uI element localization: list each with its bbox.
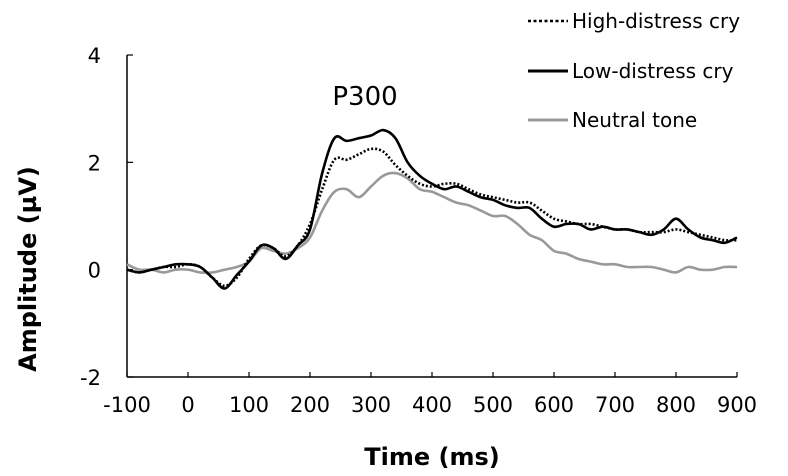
x-tick-label: 700: [595, 393, 635, 417]
series-line-high-distress-cry: [126, 147, 738, 288]
legend-label-high-distress: High-distress cry: [572, 9, 740, 33]
legend-item-low-distress: Low-distress cry: [528, 59, 734, 83]
x-tick-label: 400: [412, 393, 452, 417]
x-tick-label: 200: [290, 393, 330, 417]
y-tick-label: 0: [88, 259, 101, 283]
axes: [126, 55, 737, 378]
legend-item-neutral-tone: Neutral tone: [528, 108, 697, 132]
legend-label-low-distress: Low-distress cry: [572, 59, 734, 83]
legend-item-high-distress: High-distress cry: [528, 9, 740, 33]
x-tick-label: 0: [181, 393, 194, 417]
y-axis-title: Amplitude (µV): [14, 166, 42, 372]
x-tick-label: 500: [473, 393, 513, 417]
series-layer: [126, 128, 738, 290]
y-tick-label: 2: [88, 151, 101, 175]
series-line-low-distress-cry: [126, 128, 738, 290]
series-line-neutral-tone: [126, 171, 738, 274]
x-tick-label: -100: [103, 393, 151, 417]
y-tick-label: -2: [80, 366, 101, 390]
x-axis-title: Time (ms): [364, 443, 499, 471]
legend: High-distress cry Low-distress cry Neutr…: [528, 9, 740, 132]
x-ticks: -100 0 100 200 300 400 500 600 700 800 900: [103, 372, 757, 417]
x-tick-label: 900: [717, 393, 757, 417]
x-tick-label: 800: [656, 393, 696, 417]
legend-label-neutral-tone: Neutral tone: [572, 108, 697, 132]
y-ticks: -2 0 2 4: [80, 44, 133, 390]
y-tick-label: 4: [88, 44, 101, 68]
p300-annotation: P300: [332, 82, 397, 112]
x-tick-label: 100: [229, 393, 269, 417]
x-tick-label: 600: [534, 393, 574, 417]
x-tick-label: 300: [351, 393, 391, 417]
